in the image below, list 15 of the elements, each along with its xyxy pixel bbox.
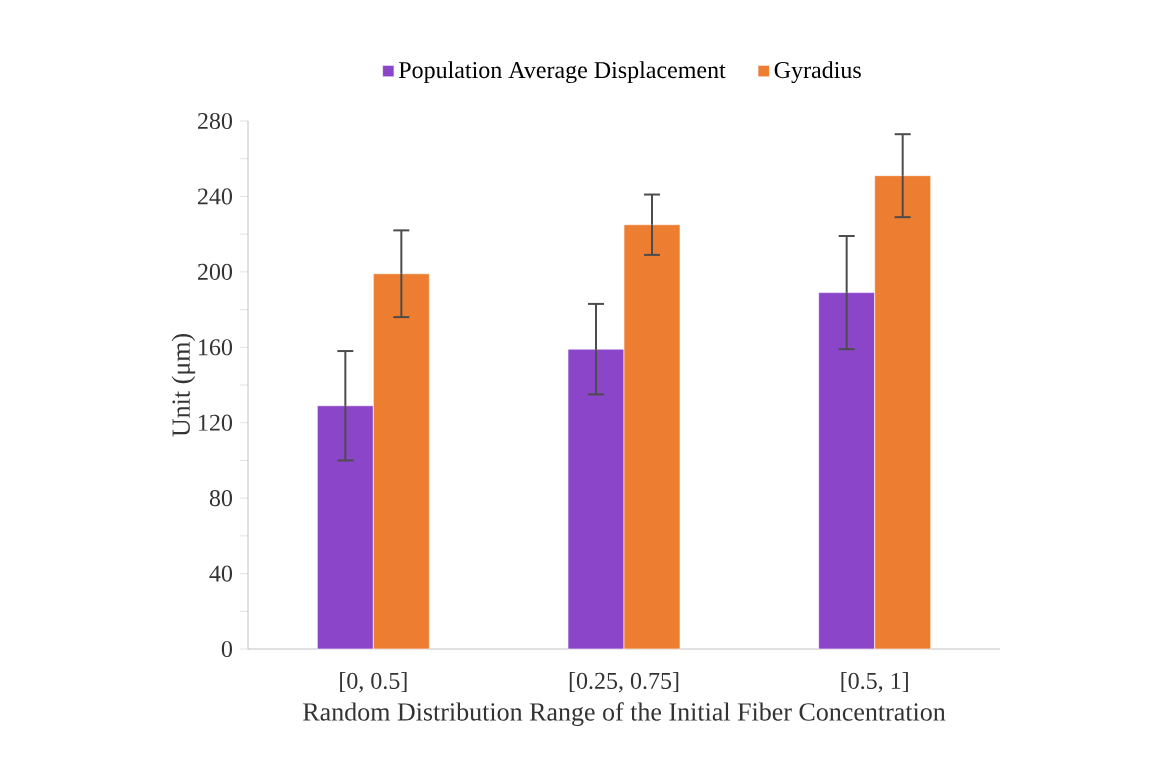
y-tick-label: 40 — [209, 565, 233, 582]
x-axis-title: Random Distribution Range of the Initial Fiber Concentration — [303, 702, 946, 727]
y-axis-title: Unit (μm) — [171, 334, 196, 437]
y-tick-label: 160 — [199, 339, 233, 356]
y-tick-label: 280 — [198, 112, 233, 130]
y-tick-label: 200 — [198, 263, 233, 280]
x-tick-label: [0.25, 0.75] — [569, 672, 679, 693]
x-tick-label: [0, 0.5] — [340, 672, 407, 693]
y-tick-label: 0 — [221, 640, 233, 658]
legend-label: Population Average Displacement — [398, 61, 726, 84]
y-tick-label: 120 — [199, 414, 233, 431]
x-tick-label: [0.5, 1] — [841, 672, 908, 693]
y-tick-label: 80 — [209, 490, 233, 507]
y-tick-label: 240 — [198, 188, 233, 205]
legend-label: Gyradius — [774, 61, 861, 84]
